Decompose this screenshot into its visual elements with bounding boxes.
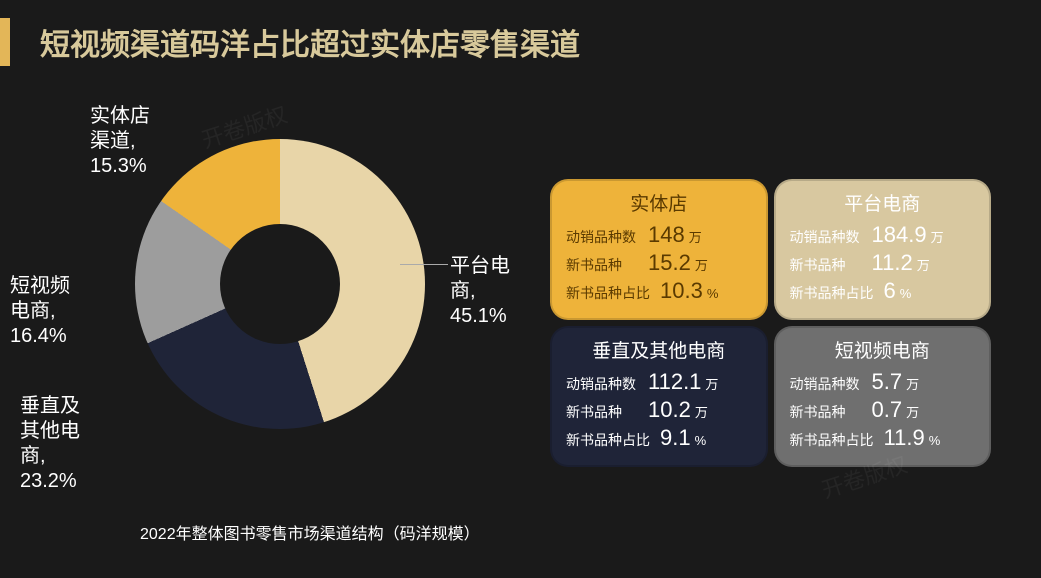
card-unit: %: [695, 433, 707, 448]
card-row: 新书品种占比 10.3%: [566, 278, 752, 304]
card-unit: 万: [931, 227, 944, 246]
slice-label: 垂直及 其他电 商, 23.2%: [20, 394, 80, 494]
card-unit: 万: [695, 255, 708, 274]
card-row: 新书品种占比 9.1%: [566, 425, 752, 451]
leader-line: [400, 264, 448, 265]
stat-card: 垂直及其他电商动销品种数112.1万新书品种10.2万新书品种占比9.1%: [550, 326, 768, 467]
card-key: 新书品种占比: [566, 430, 650, 450]
card-row: 新书品种 11.2万: [790, 250, 976, 276]
card-unit: 万: [689, 227, 702, 246]
card-unit: 万: [917, 255, 930, 274]
card-value: 11.2: [872, 250, 913, 276]
stat-card: 短视频电商动销品种数5.7万新书品种0.7万新书品种占比11.9%: [774, 326, 992, 467]
card-value: 5.7: [872, 369, 903, 395]
card-key: 新书品种: [790, 255, 862, 275]
slice-label: 平台电 商, 45.1%: [450, 254, 510, 329]
card-unit: %: [900, 286, 912, 301]
card-value: 11.9: [884, 425, 925, 451]
card-key: 新书品种占比: [790, 283, 874, 303]
card-key: 新书品种占比: [790, 430, 874, 450]
card-unit: 万: [906, 374, 919, 393]
card-value: 184.9: [872, 222, 927, 248]
card-row: 新书品种 0.7万: [790, 397, 976, 423]
card-key: 动销品种数: [566, 227, 638, 247]
stat-card: 平台电商动销品种数184.9万新书品种11.2万新书品种占比6%: [774, 179, 992, 320]
content: 平台电 商, 45.1% 垂直及 其他电 商, 23.2% 短视频 电商, 16.4…: [0, 84, 1041, 524]
card-value: 6: [884, 278, 896, 304]
card-unit: 万: [705, 374, 718, 393]
card-key: 新书品种: [566, 402, 638, 422]
stats-cards: 实体店动销品种数148万新书品种15.2万新书品种占比10.3%平台电商动销品种…: [540, 84, 1021, 524]
slice-label: 短视频 电商, 16.4%: [10, 274, 70, 349]
stat-card: 实体店动销品种数148万新书品种15.2万新书品种占比10.3%: [550, 179, 768, 320]
card-title: 平台电商: [790, 189, 976, 216]
card-row: 新书品种占比 11.9%: [790, 425, 976, 451]
card-key: 动销品种数: [566, 374, 638, 394]
card-title: 实体店: [566, 189, 752, 216]
card-unit: %: [929, 433, 941, 448]
card-value: 112.1: [648, 369, 701, 395]
card-value: 0.7: [872, 397, 903, 423]
card-value: 9.1: [660, 425, 691, 451]
card-value: 15.2: [648, 250, 691, 276]
card-title: 短视频电商: [790, 336, 976, 363]
card-value: 10.2: [648, 397, 691, 423]
card-value: 10.3: [660, 278, 703, 304]
page-title: 短视频渠道码洋占比超过实体店零售渠道: [40, 20, 580, 64]
card-row: 新书品种 15.2万: [566, 250, 752, 276]
card-unit: 万: [695, 402, 708, 421]
chart-caption: 2022年整体图书零售市场渠道结构（码洋规模）: [140, 520, 480, 544]
title-accent: [0, 18, 10, 66]
card-key: 新书品种占比: [566, 283, 650, 303]
card-key: 新书品种: [566, 255, 638, 275]
card-unit: %: [707, 286, 719, 301]
card-key: 新书品种: [790, 402, 862, 422]
card-value: 148: [648, 222, 685, 248]
card-row: 动销品种数 148万: [566, 222, 752, 248]
card-row: 动销品种数 184.9万: [790, 222, 976, 248]
slice-label: 实体店 渠道, 15.3%: [90, 104, 150, 179]
card-title: 垂直及其他电商: [566, 336, 752, 363]
card-row: 动销品种数 112.1万: [566, 369, 752, 395]
card-row: 新书品种 10.2万: [566, 397, 752, 423]
title-bar: 短视频渠道码洋占比超过实体店零售渠道: [0, 0, 1041, 84]
donut-chart: 平台电 商, 45.1%垂直及 其他电 商, 23.2%短视频 电商, 16.4…: [20, 84, 540, 524]
card-row: 动销品种数 5.7万: [790, 369, 976, 395]
card-unit: 万: [906, 402, 919, 421]
card-row: 新书品种占比 6%: [790, 278, 976, 304]
card-key: 动销品种数: [790, 227, 862, 247]
donut-hole: [220, 224, 340, 344]
card-key: 动销品种数: [790, 374, 862, 394]
